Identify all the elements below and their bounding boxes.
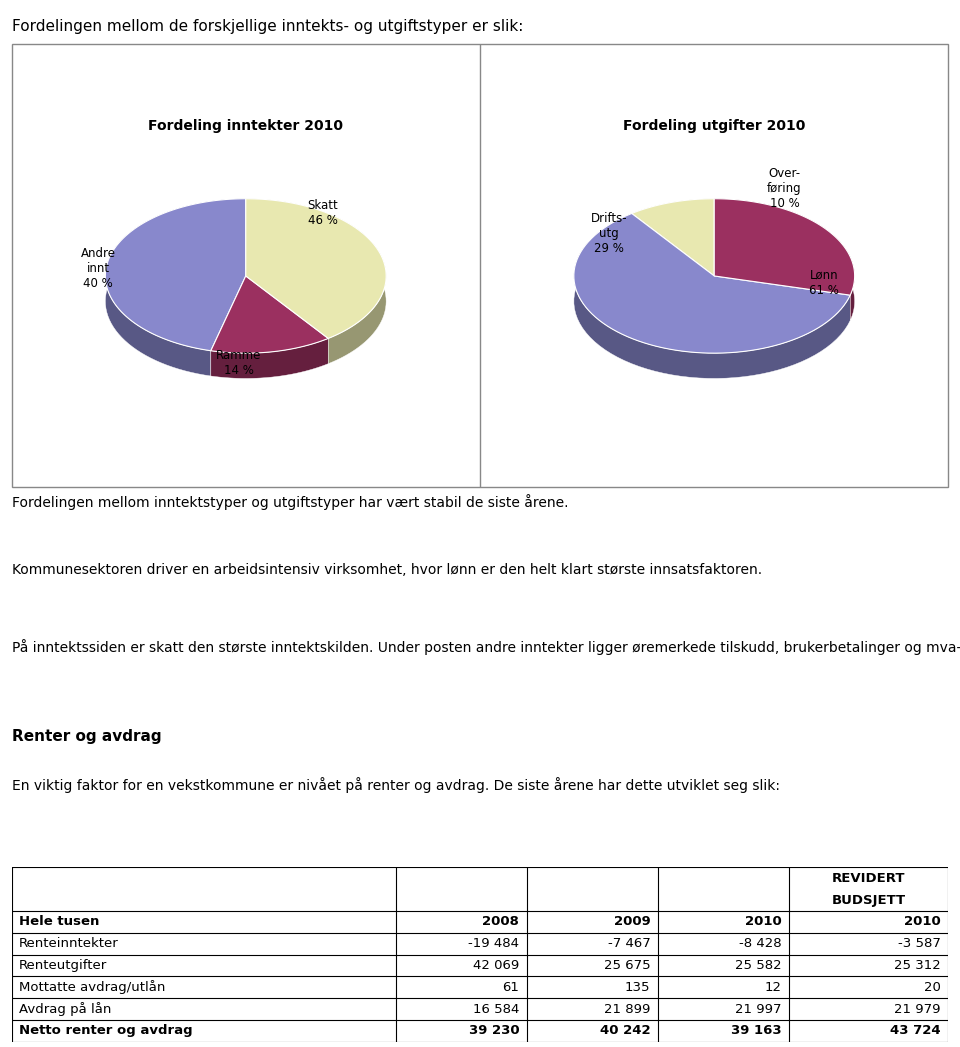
Text: Renteutgifter: Renteutgifter	[19, 959, 108, 972]
Title: Fordeling utgifter 2010: Fordeling utgifter 2010	[623, 119, 805, 133]
Polygon shape	[211, 338, 328, 378]
Text: 39 163: 39 163	[732, 1024, 781, 1038]
Polygon shape	[574, 214, 851, 353]
Text: En viktig faktor for en vekstkommune er nivået på renter og avdrag. De siste åre: En viktig faktor for en vekstkommune er …	[12, 778, 780, 794]
Text: 21 899: 21 899	[604, 1003, 651, 1016]
Text: 2009: 2009	[613, 915, 651, 929]
Text: 43 724: 43 724	[890, 1024, 941, 1038]
Text: 25 312: 25 312	[894, 959, 941, 972]
Text: Kommunesektoren driver en arbeidsintensiv virksomhet, hvor lønn er den helt klar: Kommunesektoren driver en arbeidsintensi…	[12, 563, 761, 577]
Text: Fordelingen mellom inntektstyper og utgiftstyper har vært stabil de siste årene.: Fordelingen mellom inntektstyper og utgi…	[12, 494, 568, 510]
Text: Hele tusen: Hele tusen	[19, 915, 100, 929]
Text: 61: 61	[502, 981, 519, 994]
Text: Netto renter og avdrag: Netto renter og avdrag	[19, 1024, 193, 1038]
Polygon shape	[211, 276, 328, 353]
Text: Lønn
61 %: Lønn 61 %	[809, 269, 839, 297]
Text: 12: 12	[765, 981, 781, 994]
Text: 2010: 2010	[904, 915, 941, 929]
Polygon shape	[246, 199, 386, 363]
Text: 40 242: 40 242	[600, 1024, 651, 1038]
Text: 135: 135	[625, 981, 651, 994]
Text: 39 230: 39 230	[468, 1024, 519, 1038]
Text: 20: 20	[924, 981, 941, 994]
Text: Renter og avdrag: Renter og avdrag	[12, 729, 161, 744]
Text: Andre
innt
40 %: Andre innt 40 %	[81, 247, 116, 290]
Text: BUDSJETT: BUDSJETT	[831, 893, 906, 907]
Text: 42 069: 42 069	[473, 959, 519, 972]
Text: Ramme
14 %: Ramme 14 %	[216, 349, 261, 377]
Text: Renteinntekter: Renteinntekter	[19, 937, 119, 950]
Text: 21 997: 21 997	[735, 1003, 781, 1016]
Polygon shape	[632, 199, 714, 276]
Text: 25 582: 25 582	[735, 959, 781, 972]
Text: På inntektssiden er skatt den største inntektskilden. Under posten andre inntekt: På inntektssiden er skatt den største in…	[12, 640, 960, 655]
Text: -19 484: -19 484	[468, 937, 519, 950]
Polygon shape	[714, 199, 854, 295]
Text: REVIDERT: REVIDERT	[832, 872, 905, 885]
Text: Fordelingen mellom de forskjellige inntekts- og utgiftstyper er slik:: Fordelingen mellom de forskjellige innte…	[12, 19, 523, 34]
Text: Drifts-
utg
29 %: Drifts- utg 29 %	[590, 213, 627, 255]
Text: 2010: 2010	[745, 915, 781, 929]
Polygon shape	[714, 199, 854, 320]
Text: -8 428: -8 428	[739, 937, 781, 950]
Text: 16 584: 16 584	[473, 1003, 519, 1016]
Text: 25 675: 25 675	[604, 959, 651, 972]
Polygon shape	[246, 199, 386, 338]
Text: 21 979: 21 979	[895, 1003, 941, 1016]
Polygon shape	[574, 214, 851, 378]
Text: Avdrag på lån: Avdrag på lån	[19, 1002, 111, 1016]
Text: Mottatte avdrag/utlån: Mottatte avdrag/utlån	[19, 980, 165, 995]
Text: Skatt
46 %: Skatt 46 %	[307, 199, 338, 227]
Text: 2008: 2008	[483, 915, 519, 929]
Polygon shape	[106, 199, 246, 351]
Title: Fordeling inntekter 2010: Fordeling inntekter 2010	[148, 119, 344, 133]
Polygon shape	[632, 199, 714, 239]
Polygon shape	[106, 199, 246, 376]
Text: -3 587: -3 587	[899, 937, 941, 950]
Text: Over-
føring
10 %: Over- føring 10 %	[767, 168, 802, 210]
Text: -7 467: -7 467	[608, 937, 651, 950]
